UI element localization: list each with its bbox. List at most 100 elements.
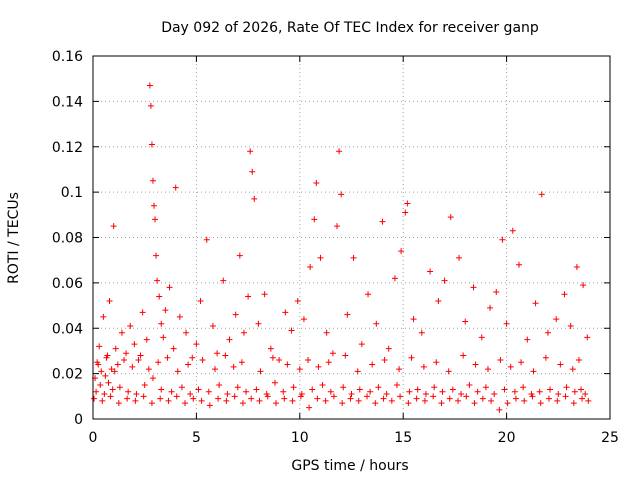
data-point [474, 388, 481, 395]
data-point [365, 291, 372, 298]
data-point [358, 341, 365, 348]
data-point [226, 336, 233, 343]
data-point [554, 397, 561, 404]
data-point [499, 236, 506, 243]
data-point [418, 329, 425, 336]
data-point [255, 320, 262, 327]
data-point [441, 277, 448, 284]
y-tick-label: 0.16 [52, 49, 83, 65]
data-point [105, 379, 112, 386]
data-point [557, 361, 564, 368]
data-point [116, 384, 123, 391]
data-point [311, 216, 318, 223]
data-point [315, 363, 322, 370]
data-point [140, 393, 147, 400]
data-point [205, 388, 212, 395]
data-point [108, 366, 115, 373]
data-point [199, 357, 206, 364]
data-point [381, 357, 388, 364]
data-point [305, 357, 312, 364]
data-point [166, 284, 173, 291]
y-tick-label: 0.1 [61, 185, 83, 201]
data-point [520, 384, 527, 391]
data-point [504, 400, 511, 407]
data-point [107, 393, 114, 400]
data-point [239, 400, 246, 407]
data-point [153, 252, 160, 259]
data-point [585, 397, 592, 404]
data-point [112, 345, 119, 352]
axis-ticks [92, 55, 611, 420]
data-point [155, 359, 162, 366]
data-point [269, 354, 276, 361]
data-point [355, 397, 362, 404]
data-point [364, 393, 371, 400]
x-tick-label: 5 [192, 430, 201, 446]
data-point [472, 361, 479, 368]
data-point [125, 388, 132, 395]
data-point [545, 395, 552, 402]
data-point [516, 261, 523, 268]
data-point [487, 304, 494, 311]
data-point [524, 336, 531, 343]
data-point [338, 191, 345, 198]
data-point [563, 384, 570, 391]
data-point [567, 322, 574, 329]
data-point [553, 316, 560, 323]
data-point [542, 354, 549, 361]
data-point [314, 395, 321, 402]
data-point [146, 82, 153, 89]
data-point [193, 341, 200, 348]
data-point [402, 209, 409, 216]
data-point [334, 223, 341, 230]
data-point [143, 336, 150, 343]
data-point [101, 391, 108, 398]
data-point [433, 359, 440, 366]
data-point [458, 391, 465, 398]
data-point [339, 400, 346, 407]
data-point [421, 397, 428, 404]
data-point [149, 177, 156, 184]
data-point [470, 284, 477, 291]
data-point [224, 391, 231, 398]
data-point [438, 400, 445, 407]
data-point [111, 368, 118, 375]
data-point [323, 329, 330, 336]
data-point [570, 400, 577, 407]
data-point [330, 393, 337, 400]
data-point [313, 180, 320, 187]
data-point [482, 384, 489, 391]
data-point [162, 307, 169, 314]
data-point [91, 395, 98, 402]
grid-lines [93, 56, 610, 419]
x-tick-label: 20 [498, 430, 516, 446]
data-point [93, 388, 100, 395]
data-point [501, 386, 508, 393]
data-point [203, 236, 210, 243]
data-point [329, 350, 336, 357]
data-point [154, 277, 161, 284]
data-point [393, 381, 400, 388]
data-point [95, 361, 102, 368]
data-point [133, 391, 140, 398]
data-point [512, 395, 519, 402]
data-point [123, 350, 130, 357]
data-point [456, 254, 463, 261]
data-point [471, 400, 478, 407]
data-point [251, 195, 258, 202]
data-point [547, 386, 554, 393]
data-point [478, 334, 485, 341]
data-point [148, 141, 155, 148]
data-point [253, 386, 260, 393]
data-point [289, 397, 296, 404]
data-point [135, 357, 142, 364]
data-point [172, 184, 179, 191]
data-point [282, 309, 289, 316]
x-tick-label: 15 [394, 430, 412, 446]
data-point [462, 318, 469, 325]
data-point [212, 366, 219, 373]
data-point [236, 252, 243, 259]
data-point [149, 375, 156, 382]
data-point [247, 148, 254, 155]
data-point [249, 168, 256, 175]
